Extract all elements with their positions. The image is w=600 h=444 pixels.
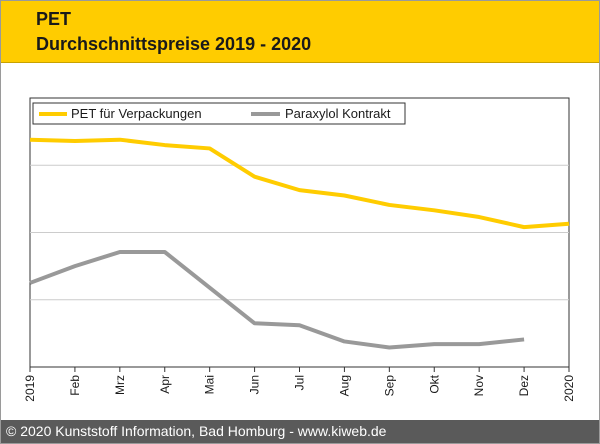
x-tick-label: Apr	[158, 375, 172, 394]
legend-label-pet: PET für Verpackungen	[71, 106, 202, 121]
line-chart: 2019 Feb Mrz Apr Mai Jun Jul Aug Sep Okt Nov Dez 202…	[23, 97, 576, 402]
x-tick-label: Mai	[203, 375, 217, 394]
legend: PET für Verpackungen Paraxylol Kontrakt	[32, 102, 406, 125]
series-line-paraxylol	[29, 250, 525, 350]
x-tick-label: Feb	[68, 375, 82, 396]
x-tick-label: Mrz	[113, 375, 127, 395]
x-tick-label: Jun	[248, 375, 262, 394]
x-tick-label: Okt	[427, 374, 441, 393]
chart-subtitle: Durchschnittspreise 2019 - 2020	[36, 34, 312, 54]
x-tick-label: Dez	[517, 375, 531, 396]
x-tick-label: Sep	[382, 375, 396, 397]
header-bar: PET Durchschnittspreise 2019 - 2020	[1, 1, 599, 63]
gridlines	[30, 164, 569, 301]
legend-label-paraxylol: Paraxylol Kontrakt	[285, 106, 391, 121]
x-tick-label: Nov	[472, 375, 486, 396]
series-layer	[29, 137, 570, 350]
copyright-text: © 2020 Kunststoff Information, Bad Hombu…	[6, 423, 387, 439]
x-tick-label: Jul	[293, 375, 307, 390]
x-tick-label: Aug	[337, 375, 351, 396]
chart-title: PET	[36, 9, 72, 29]
footer-bar: © 2020 Kunststoff Information, Bad Hombu…	[1, 420, 599, 443]
series-line-pet	[29, 137, 570, 230]
x-tick-label: 2020	[562, 375, 576, 402]
x-axis-ticks: 2019 Feb Mrz Apr Mai Jun Jul Aug Sep Okt Nov Dez 202…	[23, 367, 576, 402]
x-tick-label: 2019	[23, 375, 37, 402]
legend-box	[32, 102, 406, 125]
